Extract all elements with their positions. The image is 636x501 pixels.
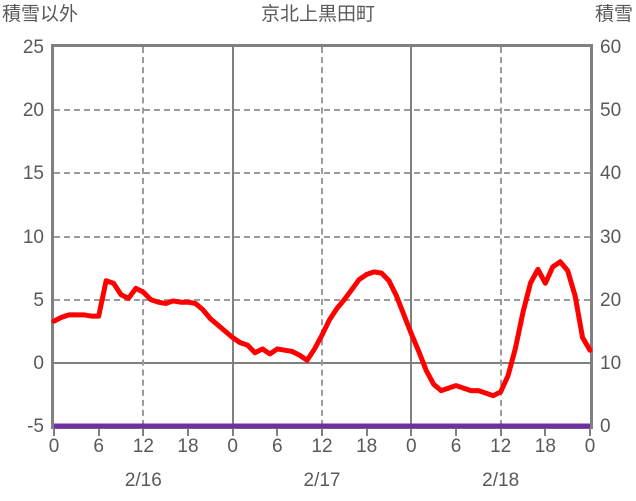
x-axis-tick-label: 0 [584, 436, 596, 457]
left-axis-title: 積雪以外 [2, 4, 79, 25]
y-axis-right-tick-label: 60 [600, 37, 622, 58]
gridline-vertical [142, 47, 145, 426]
x-axis-tick-label: 12 [132, 436, 154, 457]
x-axis-tickmark [321, 429, 323, 436]
x-axis-tick-label: 0 [406, 436, 417, 457]
x-axis-tick-label: 6 [272, 436, 283, 457]
y-axis-left-tick-label: 5 [33, 289, 44, 311]
x-axis-tick-label: 0 [227, 436, 238, 457]
plot-area [51, 44, 593, 429]
x-axis-tickmark [589, 429, 591, 436]
x-axis-day-label: 2/16 [124, 470, 162, 491]
precipitation-series [51, 259, 593, 399]
x-axis-tick-label: 12 [490, 436, 512, 457]
x-axis-tickmark [410, 429, 413, 436]
chart-title: 京北上黒田町 [260, 4, 375, 25]
gridline-vertical [499, 47, 502, 426]
x-axis-tickmark [365, 429, 368, 436]
gridline-vertical [231, 47, 234, 426]
x-axis-tick-label: 0 [48, 436, 60, 457]
x-axis-tickmark [276, 429, 279, 436]
y-axis-left-tick-label: 25 [22, 37, 44, 58]
x-axis-day-label: 2/18 [482, 470, 520, 491]
gridline-vertical [321, 47, 323, 426]
y-axis-right-tick-label: 50 [600, 100, 622, 122]
x-axis-tickmark [142, 429, 145, 436]
y-axis-left-tick-label: 15 [22, 163, 44, 185]
x-axis-tick-label: 12 [311, 436, 333, 457]
x-axis-tickmark [231, 429, 234, 436]
gridline-vertical [410, 47, 413, 426]
y-axis-right-tick-label: 30 [600, 226, 622, 248]
x-axis-tickmark [455, 429, 457, 436]
right-axis-title: 積雪 [594, 4, 633, 25]
plot-inner [51, 47, 593, 429]
series-layer [51, 259, 593, 429]
x-axis-tick-label: 6 [93, 436, 104, 457]
y-axis-right-tick-label: 0 [600, 416, 611, 437]
x-axis-tickmark [499, 429, 502, 436]
x-axis-tick-label: 18 [356, 436, 378, 457]
y-axis-left-tick-label: 0 [33, 352, 44, 374]
x-axis-tickmark [53, 429, 55, 436]
y-axis-right-tick-label: 20 [600, 289, 622, 311]
y-axis-left-tick-label: 10 [22, 226, 44, 248]
y-axis-right-tick-label: 10 [600, 352, 622, 374]
x-axis-tickmark [544, 429, 547, 436]
y-axis-right-tick-label: 40 [600, 163, 622, 185]
x-axis-tick-label: 6 [450, 436, 462, 457]
x-axis-tickmark [97, 429, 100, 436]
x-axis-tick-label: 18 [177, 436, 199, 457]
y-axis-left-tick-label: 20 [22, 100, 44, 122]
x-axis-tickmark [187, 429, 189, 436]
x-axis-day-label: 2/17 [303, 470, 341, 491]
y-axis-left-tick-label: -5 [27, 416, 44, 437]
x-axis-tick-label: 18 [534, 436, 556, 457]
